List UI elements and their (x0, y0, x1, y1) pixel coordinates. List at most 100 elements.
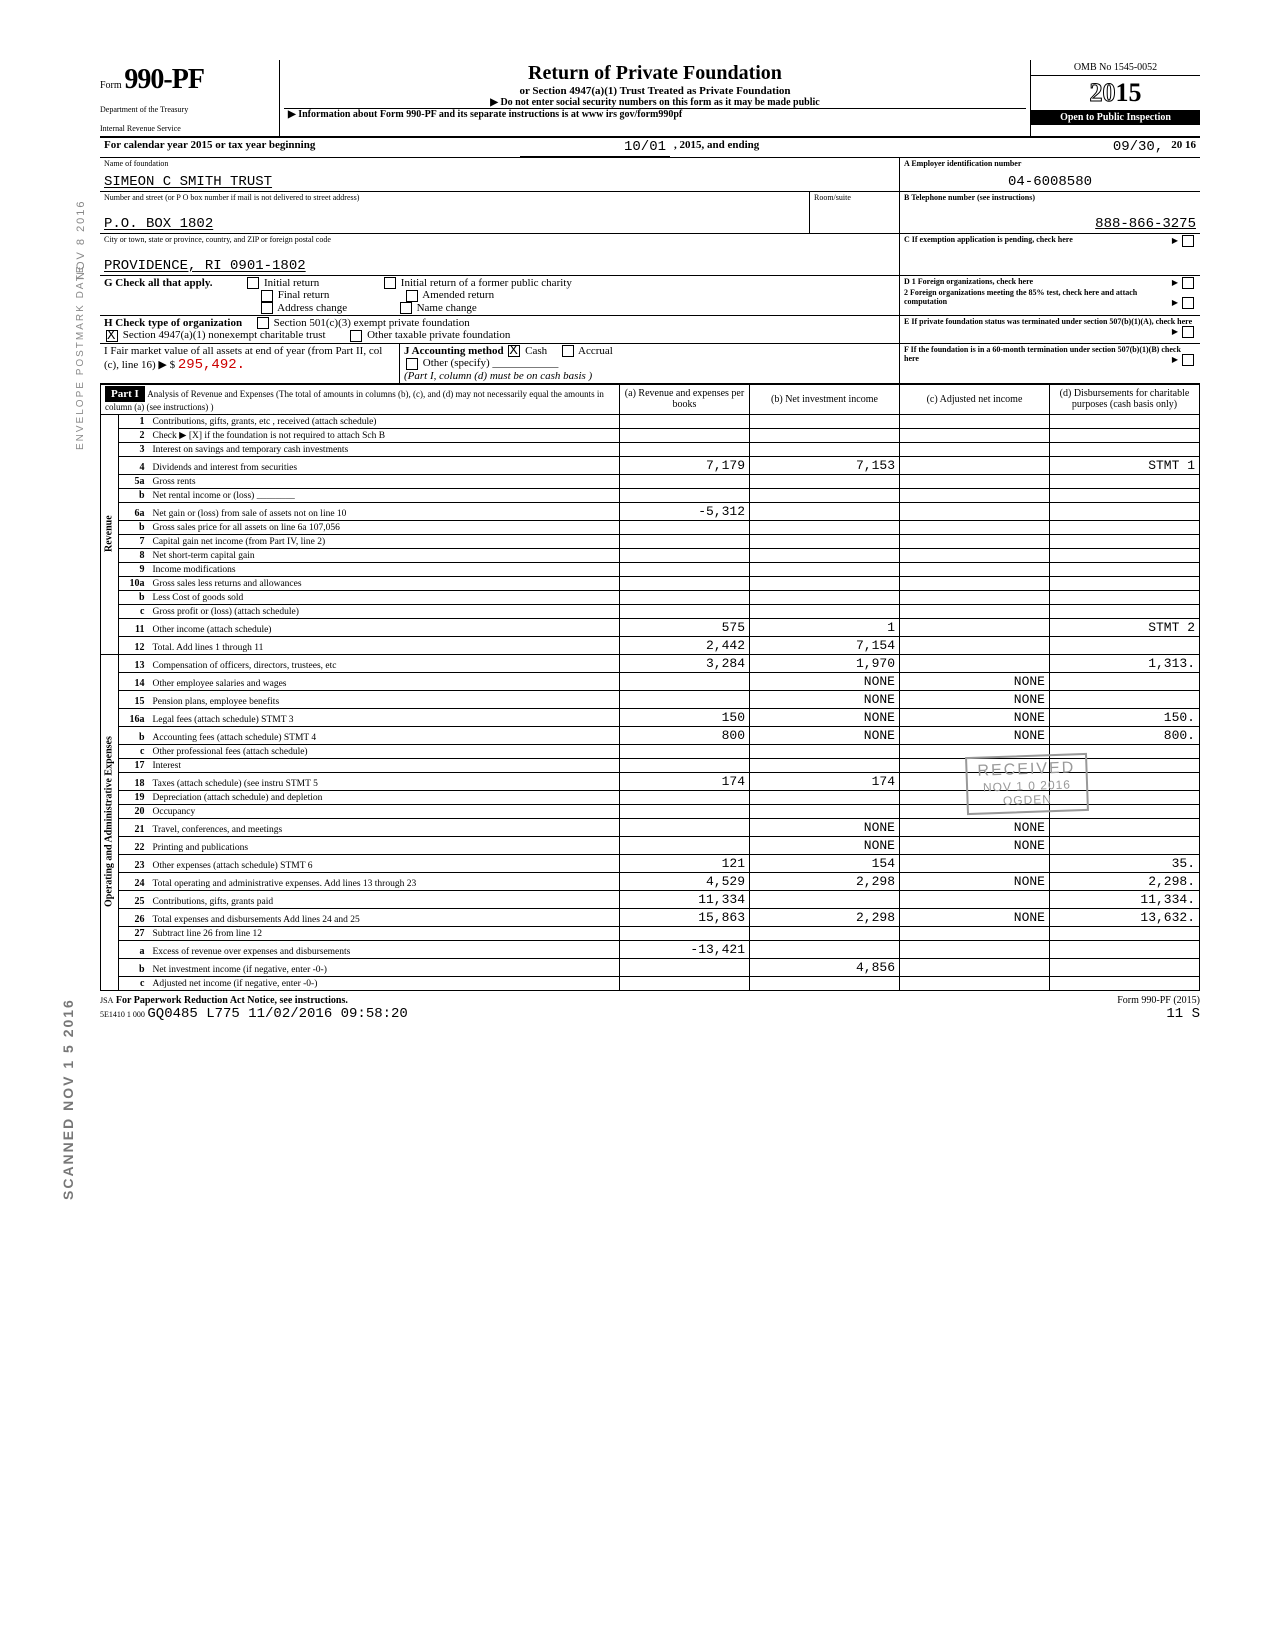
col-d-val[interactable] (1050, 690, 1200, 708)
col-b-val[interactable]: 174 (750, 772, 900, 790)
col-d-val[interactable] (1050, 590, 1200, 604)
col-b-val[interactable]: NONE (750, 672, 900, 690)
col-a-val[interactable] (620, 790, 750, 804)
col-b-val[interactable] (750, 590, 900, 604)
col-d-val[interactable] (1050, 836, 1200, 854)
col-b-val[interactable]: NONE (750, 836, 900, 854)
col-b-val[interactable] (750, 502, 900, 520)
col-c-val[interactable] (900, 576, 1050, 590)
col-c-val[interactable] (900, 618, 1050, 636)
col-c-val[interactable] (900, 636, 1050, 654)
col-c-val[interactable] (900, 414, 1050, 428)
col-a-val[interactable] (620, 836, 750, 854)
col-a-val[interactable] (620, 604, 750, 618)
col-b-val[interactable]: NONE (750, 708, 900, 726)
col-b-val[interactable] (750, 442, 900, 456)
col-a-val[interactable]: 575 (620, 618, 750, 636)
col-c-val[interactable]: NONE (900, 690, 1050, 708)
col-b-val[interactable] (750, 474, 900, 488)
col-b-val[interactable]: 1,970 (750, 654, 900, 672)
col-c-val[interactable] (900, 854, 1050, 872)
col-d-val[interactable] (1050, 604, 1200, 618)
col-c-val[interactable] (900, 456, 1050, 474)
col-a-val[interactable] (620, 744, 750, 758)
col-b-val[interactable] (750, 604, 900, 618)
col-b-val[interactable] (750, 414, 900, 428)
g-former-charity[interactable] (384, 277, 396, 289)
col-c-val[interactable] (900, 958, 1050, 976)
col-b-val[interactable] (750, 562, 900, 576)
col-d-val[interactable]: 13,632. (1050, 908, 1200, 926)
col-b-val[interactable]: 4,856 (750, 958, 900, 976)
col-b-val[interactable]: NONE (750, 726, 900, 744)
col-d-val[interactable]: 800. (1050, 726, 1200, 744)
g-final-return[interactable] (261, 290, 273, 302)
col-a-val[interactable] (620, 576, 750, 590)
col-c-val[interactable] (900, 488, 1050, 502)
col-a-val[interactable] (620, 548, 750, 562)
begin-date[interactable]: 10/01 (520, 138, 670, 157)
col-c-val[interactable]: NONE (900, 708, 1050, 726)
col-c-val[interactable] (900, 548, 1050, 562)
col-a-val[interactable] (620, 758, 750, 772)
f-checkbox[interactable] (1182, 354, 1194, 366)
col-a-val[interactable] (620, 818, 750, 836)
col-b-val[interactable]: 154 (750, 854, 900, 872)
col-a-val[interactable] (620, 590, 750, 604)
j-other[interactable] (406, 358, 418, 370)
ein-value[interactable]: 04-6008580 (904, 174, 1196, 190)
e-checkbox[interactable] (1182, 326, 1194, 338)
col-d-val[interactable] (1050, 548, 1200, 562)
col-d-val[interactable] (1050, 672, 1200, 690)
col-a-val[interactable] (620, 690, 750, 708)
col-b-val[interactable]: 7,154 (750, 636, 900, 654)
col-b-val[interactable] (750, 576, 900, 590)
col-c-val[interactable] (900, 940, 1050, 958)
j-accrual[interactable] (562, 345, 574, 357)
col-a-val[interactable] (620, 958, 750, 976)
col-c-val[interactable]: NONE (900, 836, 1050, 854)
col-d-val[interactable] (1050, 576, 1200, 590)
col-b-val[interactable]: 2,298 (750, 908, 900, 926)
col-b-val[interactable] (750, 976, 900, 990)
col-d-val[interactable]: 35. (1050, 854, 1200, 872)
g-initial-return[interactable] (247, 277, 259, 289)
col-c-val[interactable] (900, 926, 1050, 940)
g-amended[interactable] (406, 290, 418, 302)
col-d-val[interactable] (1050, 442, 1200, 456)
col-a-val[interactable] (620, 474, 750, 488)
h-501c3[interactable] (257, 317, 269, 329)
col-d-val[interactable] (1050, 958, 1200, 976)
col-d-val[interactable] (1050, 636, 1200, 654)
col-d-val[interactable] (1050, 488, 1200, 502)
col-d-val[interactable]: 150. (1050, 708, 1200, 726)
col-a-val[interactable] (620, 534, 750, 548)
h-4947[interactable] (106, 330, 118, 342)
col-d-val[interactable] (1050, 520, 1200, 534)
col-a-val[interactable]: 15,863 (620, 908, 750, 926)
col-c-val[interactable] (900, 590, 1050, 604)
col-c-val[interactable]: NONE (900, 908, 1050, 926)
col-d-val[interactable] (1050, 818, 1200, 836)
col-a-val[interactable] (620, 926, 750, 940)
c-checkbox[interactable] (1182, 235, 1194, 247)
col-d-val[interactable]: STMT 2 (1050, 618, 1200, 636)
col-c-val[interactable]: NONE (900, 726, 1050, 744)
col-d-val[interactable]: 11,334. (1050, 890, 1200, 908)
col-b-val[interactable] (750, 428, 900, 442)
col-b-val[interactable] (750, 940, 900, 958)
foundation-name[interactable]: SIMEON C SMITH TRUST (104, 174, 895, 190)
col-b-val[interactable] (750, 790, 900, 804)
col-a-val[interactable] (620, 672, 750, 690)
col-c-val[interactable] (900, 474, 1050, 488)
col-c-val[interactable] (900, 502, 1050, 520)
col-c-val[interactable] (900, 520, 1050, 534)
col-a-val[interactable]: 2,442 (620, 636, 750, 654)
col-a-val[interactable] (620, 520, 750, 534)
col-d-val[interactable] (1050, 940, 1200, 958)
col-a-val[interactable] (620, 442, 750, 456)
col-b-val[interactable]: 1 (750, 618, 900, 636)
col-d-val[interactable] (1050, 428, 1200, 442)
col-b-val[interactable] (750, 488, 900, 502)
col-d-val[interactable] (1050, 534, 1200, 548)
